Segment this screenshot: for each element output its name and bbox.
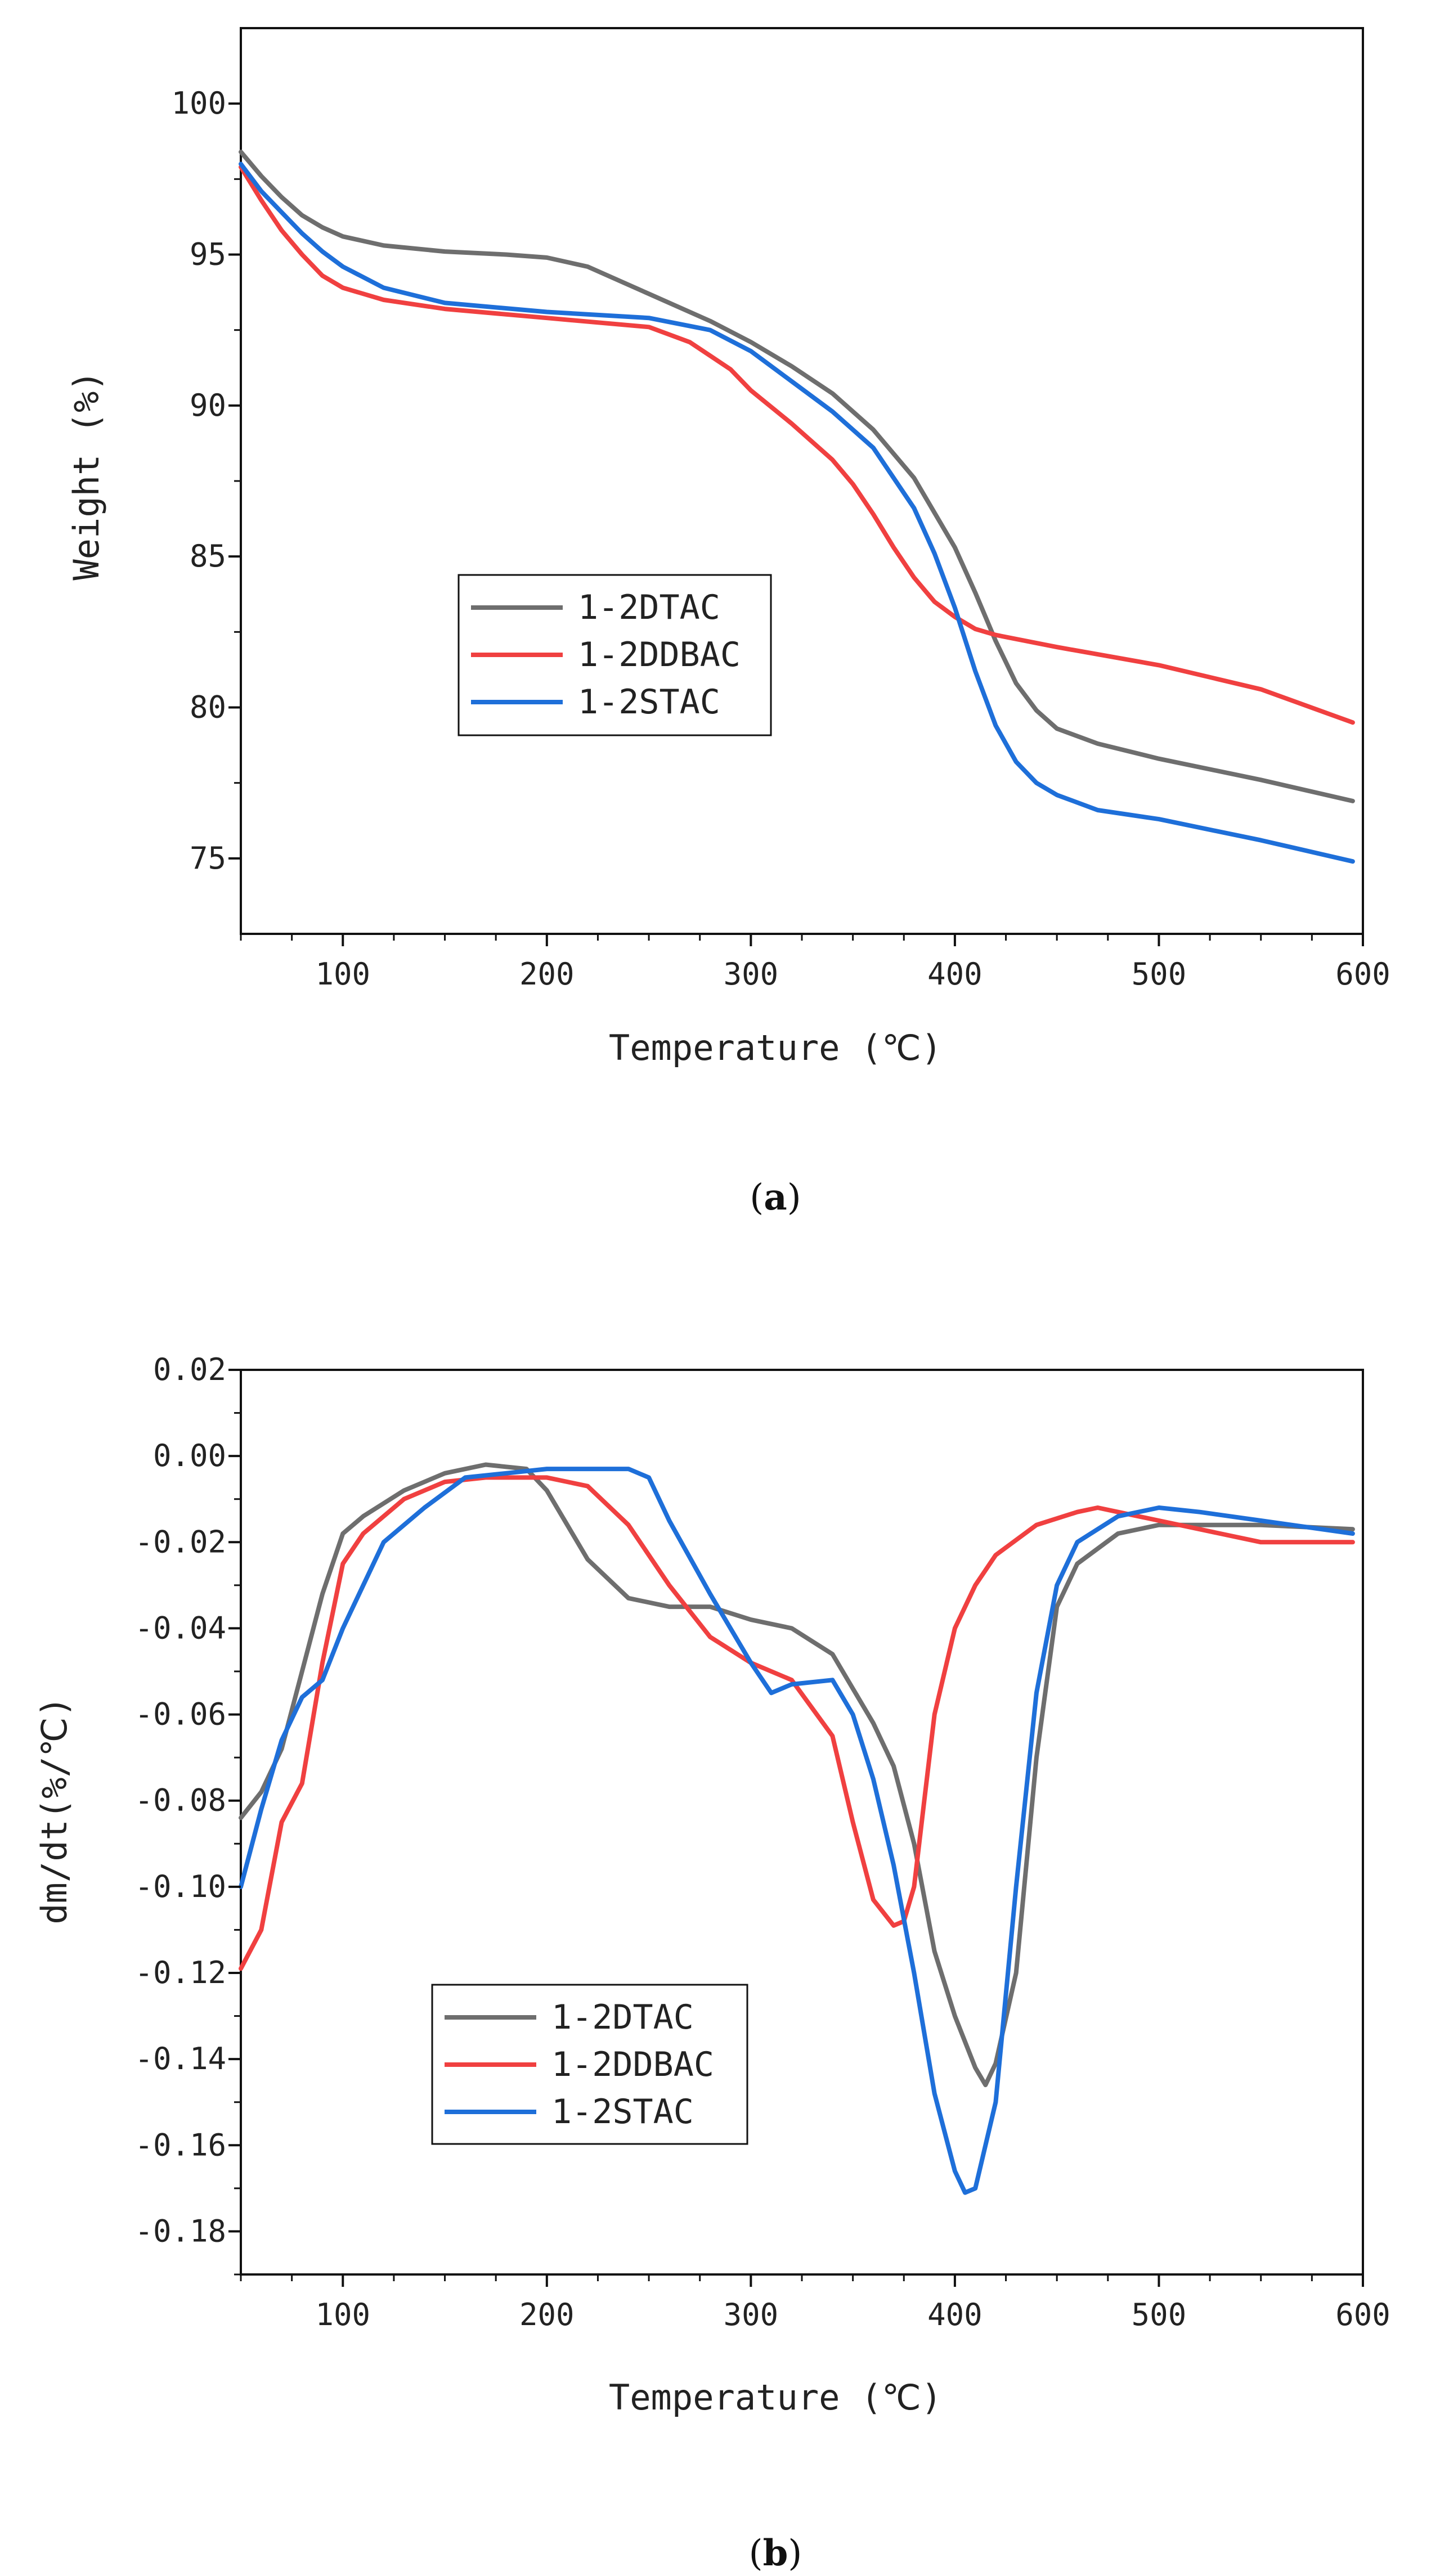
panel-b-dtg-chart: 100 200 300 400 500 600 0.02 0.00 -0.02 -0.04 -0.0… <box>34 1352 1390 2574</box>
panel-b-x-tick-label: 400 <box>927 2297 983 2332</box>
panel-b-plot-frame <box>240 1369 1364 2276</box>
panel-b-y-tick-label: -0.04 <box>134 1610 226 1646</box>
panel-a-x-tick-label: 500 <box>1132 956 1187 992</box>
panel-b-series-layer <box>239 1462 1355 2195</box>
panel-b-caption: (b) <box>749 2532 802 2574</box>
panel-b-series-line-1-2dtac <box>239 1462 1355 2088</box>
panel-a-caption: (a) <box>750 1176 801 1219</box>
panel-a-series-line-1-2stac <box>239 161 1355 864</box>
panel-a-caption-open: ( <box>750 1177 764 1219</box>
panel-a-caption-close: ) <box>787 1177 801 1219</box>
panel-a-x-tick-label: 300 <box>724 956 779 992</box>
panel-b-axes: 100 200 300 400 500 600 0.02 0.00 -0.02 -0.04 -0.0… <box>134 1352 1390 2332</box>
panel-b-y-tick-label: -0.18 <box>134 2213 226 2249</box>
panel-a-plot-frame <box>240 27 1364 935</box>
panel-a-legend: 1-2DTAC 1-2DDBAC 1-2STAC <box>457 574 772 736</box>
panel-b-caption-close: ) <box>788 2533 802 2574</box>
panel-a-x-tick-label: 400 <box>927 956 983 992</box>
panel-b-y-tick-label: -0.06 <box>134 1697 226 1732</box>
panel-a-legend-label: 1-2DDBAC <box>578 635 741 675</box>
panel-a-y-axis-title: Weight (%) <box>66 370 107 580</box>
panel-b-x-axis-title: Temperature (℃) <box>609 2377 942 2418</box>
panel-a-axes: 100 200 300 400 500 600 75 80 85 90 95 100 <box>171 86 1390 992</box>
panel-b-legend-label: 1-2STAC <box>551 2092 694 2132</box>
panel-b-y-tick-label: -0.02 <box>134 1524 226 1559</box>
panel-a-x-tick-label: 100 <box>315 956 370 992</box>
panel-a-plot-area <box>240 27 1364 935</box>
panel-a-series-line-1-2dtac <box>239 150 1355 803</box>
panel-b-y-tick-label: -0.16 <box>134 2127 226 2163</box>
panel-a-y-tick-label: 75 <box>190 840 226 876</box>
panel-b-y-tick-label: -0.10 <box>134 1869 226 1904</box>
panel-b-x-tick-label: 500 <box>1132 2297 1187 2332</box>
panel-b-series-line-1-2stac <box>239 1467 1355 2195</box>
panel-b-y-tick-label: -0.08 <box>134 1783 226 1818</box>
panel-a-y-tick-label: 95 <box>190 237 226 272</box>
panel-a-series-layer <box>239 150 1355 864</box>
panel-b-x-tick-label: 600 <box>1335 2297 1390 2332</box>
panel-b-legend-label: 1-2DTAC <box>551 1998 694 2037</box>
panel-a-series-line-1-2ddbac <box>239 164 1355 725</box>
panel-b-caption-letter: b <box>763 2532 788 2574</box>
panel-b-plot-area <box>240 1369 1364 2276</box>
panel-b-x-tick-label: 200 <box>519 2297 575 2332</box>
panel-b-y-tick-label: -0.12 <box>134 1955 226 1990</box>
panel-a-x-axis-title: Temperature (℃) <box>609 1027 942 1068</box>
panel-b-x-tick-label: 100 <box>315 2297 370 2332</box>
panel-a-legend-label: 1-2DTAC <box>578 588 720 627</box>
panel-b-series-line-1-2ddbac <box>239 1475 1355 1971</box>
panel-a-y-tick-label: 80 <box>190 690 226 725</box>
panel-a-caption-letter: a <box>764 1176 787 1219</box>
panel-b-legend-label: 1-2DDBAC <box>551 2045 714 2084</box>
panel-a-x-tick-label: 200 <box>519 956 575 992</box>
panel-b-legend: 1-2DTAC 1-2DDBAC 1-2STAC <box>431 1984 748 2145</box>
panel-a-legend-label: 1-2STAC <box>578 682 720 722</box>
panel-a-y-tick-label: 90 <box>190 388 226 423</box>
panel-a-x-tick-label: 600 <box>1335 956 1390 992</box>
panel-b-y-tick-label: 0.00 <box>153 1438 226 1473</box>
panel-a-y-tick-label: 85 <box>190 538 226 574</box>
panel-b-y-axis-title: dm/dt(%/℃) <box>34 1696 75 1925</box>
panel-b-caption-open: ( <box>749 2533 763 2574</box>
panel-b-x-tick-label: 300 <box>724 2297 779 2332</box>
panel-a-y-tick-label: 100 <box>171 86 226 121</box>
panel-b-y-tick-label: 0.02 <box>153 1352 226 1387</box>
panel-b-y-tick-label: -0.14 <box>134 2041 226 2076</box>
